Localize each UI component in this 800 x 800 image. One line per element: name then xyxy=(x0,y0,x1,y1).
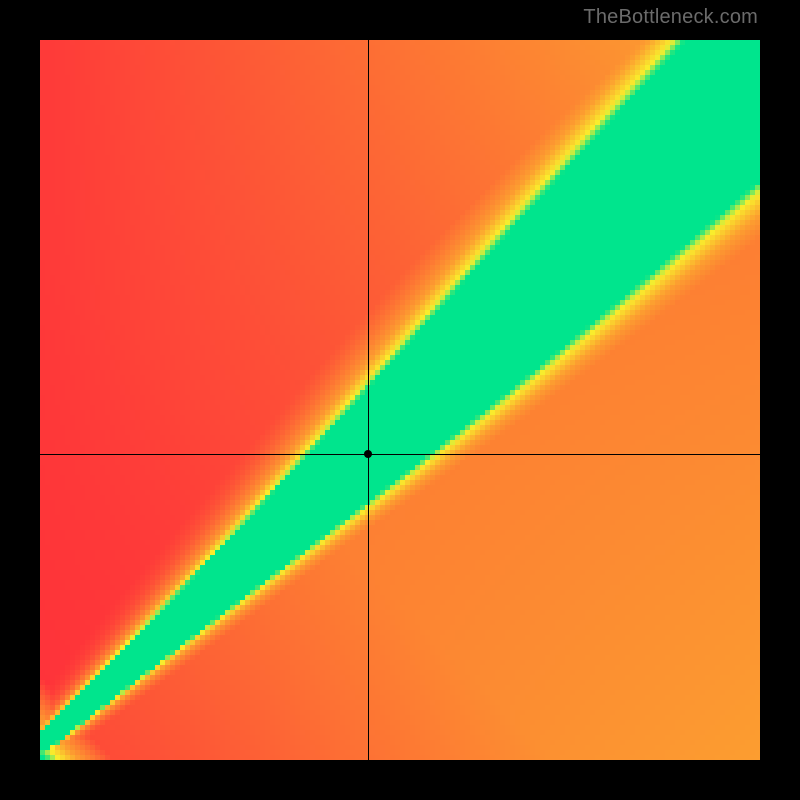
watermark-text: TheBottleneck.com xyxy=(583,6,758,29)
crosshair-vertical xyxy=(368,40,369,760)
crosshair-horizontal xyxy=(40,454,760,455)
heatmap-canvas xyxy=(40,40,760,760)
plot-area xyxy=(40,40,760,760)
chart-frame: TheBottleneck.com xyxy=(0,0,800,800)
crosshair-marker xyxy=(364,450,372,458)
